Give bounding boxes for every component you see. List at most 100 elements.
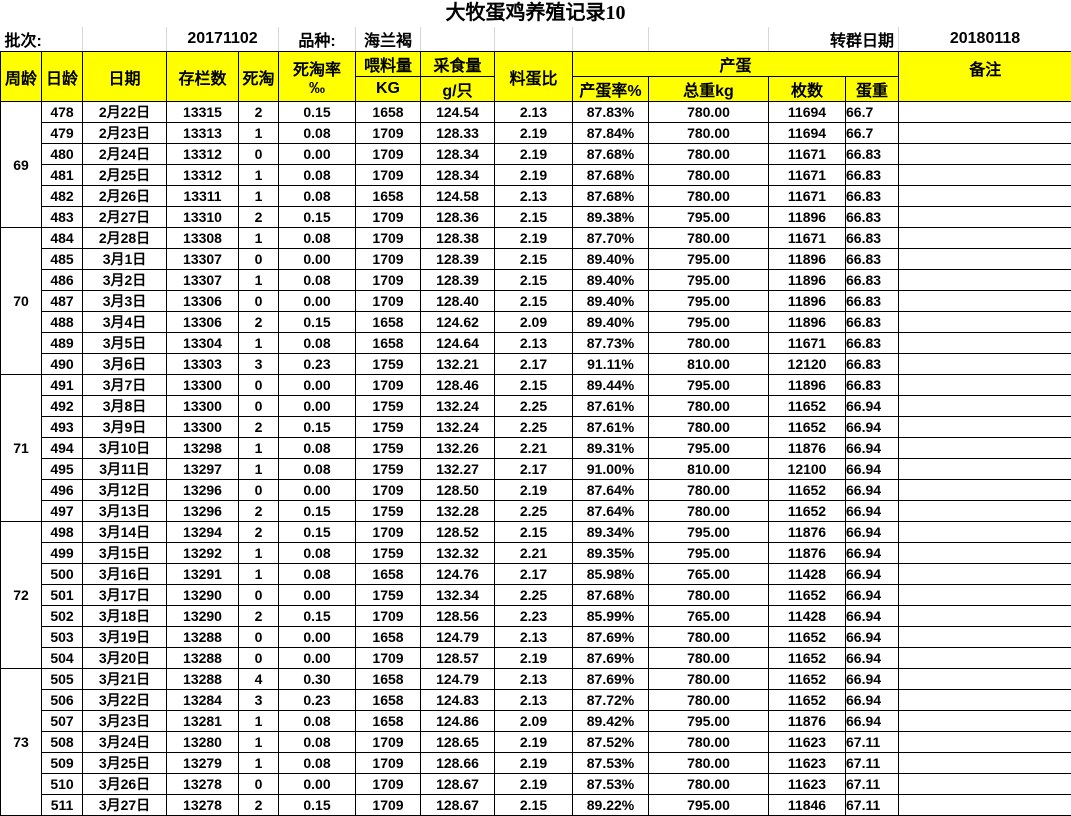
count-cell[interactable]: 11428 <box>769 564 846 585</box>
feed-cell[interactable]: 1709 <box>356 774 421 795</box>
breed-value[interactable]: 海兰褐 <box>356 27 421 52</box>
deaths-cell[interactable]: 0 <box>239 249 279 270</box>
blank-cell[interactable] <box>83 27 167 52</box>
egg-weight-cell[interactable]: 67.11 <box>846 753 899 774</box>
laying-rate-cell[interactable]: 89.40% <box>573 270 649 291</box>
day-age-cell[interactable]: 505 <box>42 669 83 690</box>
feed-egg-ratio-cell[interactable]: 2.19 <box>495 165 573 186</box>
feed-cell[interactable]: 1759 <box>356 438 421 459</box>
stock-cell[interactable]: 13304 <box>167 333 239 354</box>
date-cell[interactable]: 3月5日 <box>83 333 167 354</box>
egg-weight-cell[interactable]: 66.94 <box>846 459 899 480</box>
death-rate-cell[interactable]: 0.15 <box>279 102 356 123</box>
laying-rate-cell[interactable]: 87.84% <box>573 123 649 144</box>
death-rate-cell[interactable]: 0.08 <box>279 228 356 249</box>
intake-cell[interactable]: 128.46 <box>421 375 495 396</box>
death-rate-cell[interactable]: 0.30 <box>279 669 356 690</box>
remarks-cell[interactable] <box>899 123 1071 144</box>
date-cell[interactable]: 3月23日 <box>83 711 167 732</box>
count-cell[interactable]: 11896 <box>769 375 846 396</box>
intake-cell[interactable]: 128.34 <box>421 144 495 165</box>
remarks-cell[interactable] <box>899 438 1071 459</box>
intake-cell[interactable]: 124.83 <box>421 690 495 711</box>
remarks-cell[interactable] <box>899 270 1071 291</box>
stock-cell[interactable]: 13284 <box>167 690 239 711</box>
feed-egg-ratio-cell[interactable]: 2.17 <box>495 564 573 585</box>
day-age-cell[interactable]: 478 <box>42 102 83 123</box>
count-cell[interactable]: 11428 <box>769 606 846 627</box>
death-rate-cell[interactable]: 0.15 <box>279 207 356 228</box>
laying-rate-cell[interactable]: 87.68% <box>573 165 649 186</box>
date-cell[interactable]: 3月27日 <box>83 795 167 816</box>
week-age-cell[interactable]: 73 <box>1 669 42 816</box>
intake-cell[interactable]: 128.67 <box>421 795 495 816</box>
feed-egg-ratio-cell[interactable]: 2.09 <box>495 312 573 333</box>
date-cell[interactable]: 2月26日 <box>83 186 167 207</box>
egg-weight-cell[interactable]: 66.83 <box>846 354 899 375</box>
laying-rate-cell[interactable]: 85.99% <box>573 606 649 627</box>
date-cell[interactable]: 3月2日 <box>83 270 167 291</box>
intake-cell[interactable]: 124.86 <box>421 711 495 732</box>
feed-egg-ratio-cell[interactable]: 2.13 <box>495 102 573 123</box>
feed-cell[interactable]: 1658 <box>356 627 421 648</box>
day-age-cell[interactable]: 495 <box>42 459 83 480</box>
egg-weight-cell[interactable]: 66.83 <box>846 291 899 312</box>
count-cell[interactable]: 11896 <box>769 270 846 291</box>
feed-cell[interactable]: 1709 <box>356 375 421 396</box>
count-cell[interactable]: 11671 <box>769 186 846 207</box>
count-cell[interactable]: 11652 <box>769 480 846 501</box>
total-weight-cell[interactable]: 780.00 <box>649 396 769 417</box>
feed-egg-ratio-cell[interactable]: 2.13 <box>495 669 573 690</box>
total-weight-cell[interactable]: 780.00 <box>649 585 769 606</box>
total-weight-cell[interactable]: 795.00 <box>649 795 769 816</box>
date-cell[interactable]: 3月9日 <box>83 417 167 438</box>
deaths-cell[interactable]: 0 <box>239 396 279 417</box>
deaths-cell[interactable]: 2 <box>239 312 279 333</box>
feed-egg-ratio-cell[interactable]: 2.21 <box>495 543 573 564</box>
laying-rate-cell[interactable]: 91.11% <box>573 354 649 375</box>
total-weight-cell[interactable]: 780.00 <box>649 480 769 501</box>
laying-rate-cell[interactable]: 89.40% <box>573 249 649 270</box>
count-cell[interactable]: 11896 <box>769 291 846 312</box>
death-rate-cell[interactable]: 0.08 <box>279 270 356 291</box>
deaths-cell[interactable]: 1 <box>239 270 279 291</box>
deaths-cell[interactable]: 1 <box>239 333 279 354</box>
egg-weight-cell[interactable]: 66.94 <box>846 606 899 627</box>
egg-weight-cell[interactable]: 66.94 <box>846 648 899 669</box>
death-rate-cell[interactable]: 0.00 <box>279 774 356 795</box>
day-age-cell[interactable]: 510 <box>42 774 83 795</box>
laying-rate-cell[interactable]: 87.72% <box>573 690 649 711</box>
remarks-cell[interactable] <box>899 627 1071 648</box>
total-weight-cell[interactable]: 795.00 <box>649 522 769 543</box>
remarks-cell[interactable] <box>899 480 1071 501</box>
date-cell[interactable]: 3月24日 <box>83 732 167 753</box>
feed-cell[interactable]: 1658 <box>356 333 421 354</box>
death-rate-cell[interactable]: 0.15 <box>279 312 356 333</box>
date-cell[interactable]: 3月1日 <box>83 249 167 270</box>
feed-cell[interactable]: 1709 <box>356 123 421 144</box>
death-rate-cell[interactable]: 0.08 <box>279 438 356 459</box>
feed-egg-ratio-cell[interactable]: 2.19 <box>495 144 573 165</box>
remarks-cell[interactable] <box>899 459 1071 480</box>
stock-cell[interactable]: 13307 <box>167 249 239 270</box>
total-weight-cell[interactable]: 795.00 <box>649 375 769 396</box>
deaths-cell[interactable]: 1 <box>239 711 279 732</box>
count-cell[interactable]: 11671 <box>769 165 846 186</box>
laying-rate-cell[interactable]: 89.40% <box>573 291 649 312</box>
remarks-cell[interactable] <box>899 417 1071 438</box>
date-cell[interactable]: 3月12日 <box>83 480 167 501</box>
date-cell[interactable]: 3月14日 <box>83 522 167 543</box>
feed-cell[interactable]: 1759 <box>356 396 421 417</box>
laying-rate-cell[interactable]: 89.44% <box>573 375 649 396</box>
deaths-cell[interactable]: 1 <box>239 228 279 249</box>
egg-weight-cell[interactable]: 66.94 <box>846 543 899 564</box>
egg-weight-cell[interactable]: 67.11 <box>846 795 899 816</box>
deaths-cell[interactable]: 1 <box>239 123 279 144</box>
stock-cell[interactable]: 13298 <box>167 438 239 459</box>
feed-cell[interactable]: 1658 <box>356 102 421 123</box>
intake-cell[interactable]: 124.64 <box>421 333 495 354</box>
stock-cell[interactable]: 13290 <box>167 606 239 627</box>
laying-rate-cell[interactable]: 87.53% <box>573 753 649 774</box>
intake-cell[interactable]: 128.39 <box>421 270 495 291</box>
feed-egg-ratio-cell[interactable]: 2.25 <box>495 396 573 417</box>
